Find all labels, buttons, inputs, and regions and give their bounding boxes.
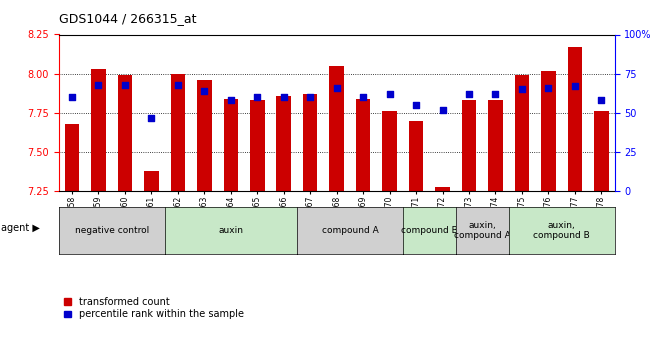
Point xyxy=(596,98,607,103)
Bar xyxy=(118,75,132,191)
Point xyxy=(464,91,474,97)
Bar xyxy=(541,71,556,191)
Point xyxy=(490,91,501,97)
Point xyxy=(437,107,448,112)
Point xyxy=(226,98,236,103)
Text: auxin,
compound A: auxin, compound A xyxy=(454,220,510,240)
Bar xyxy=(250,100,265,191)
Bar xyxy=(170,74,185,191)
Point xyxy=(384,91,395,97)
Bar xyxy=(594,111,609,191)
Bar xyxy=(65,124,79,191)
Text: compound B: compound B xyxy=(401,226,458,235)
Point xyxy=(543,85,554,91)
Text: agent ▶: agent ▶ xyxy=(1,223,40,233)
Bar xyxy=(277,96,291,191)
Point xyxy=(67,95,77,100)
Bar xyxy=(409,121,424,191)
Text: GDS1044 / 266315_at: GDS1044 / 266315_at xyxy=(59,12,196,25)
Text: auxin,
compound B: auxin, compound B xyxy=(533,220,590,240)
Point xyxy=(570,83,580,89)
Point xyxy=(252,95,263,100)
Bar xyxy=(356,99,371,191)
Bar xyxy=(514,75,529,191)
Bar xyxy=(303,94,317,191)
Point xyxy=(358,95,369,100)
Point xyxy=(279,95,289,100)
Text: compound A: compound A xyxy=(321,226,378,235)
Bar xyxy=(224,99,238,191)
Point xyxy=(146,115,157,120)
Bar xyxy=(568,47,582,191)
Text: negative control: negative control xyxy=(75,226,149,235)
Point xyxy=(93,82,104,88)
Bar xyxy=(144,171,159,191)
Point xyxy=(199,88,210,94)
Point xyxy=(172,82,183,88)
Bar xyxy=(488,100,503,191)
Bar xyxy=(436,187,450,191)
Bar xyxy=(329,66,344,191)
Bar xyxy=(382,111,397,191)
Point xyxy=(305,95,315,100)
Point xyxy=(331,85,342,91)
Bar xyxy=(92,69,106,191)
Text: auxin: auxin xyxy=(218,226,243,235)
Bar xyxy=(462,100,476,191)
Point xyxy=(516,87,527,92)
Bar xyxy=(197,80,212,191)
Point xyxy=(120,82,130,88)
Legend: transformed count, percentile rank within the sample: transformed count, percentile rank withi… xyxy=(63,296,244,319)
Point xyxy=(411,102,422,108)
